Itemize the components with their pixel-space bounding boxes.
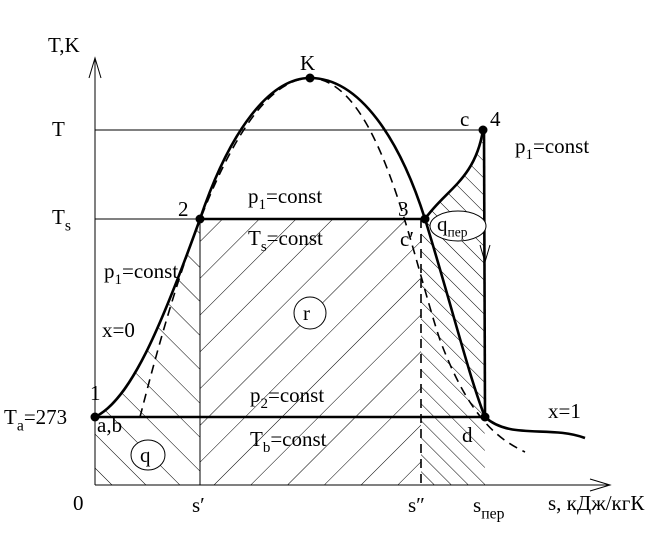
annotation-sub: b <box>263 440 271 456</box>
annotation-sub: s <box>261 239 267 255</box>
annotation-tail: =const <box>268 383 324 407</box>
annotation: p2=const <box>250 383 324 412</box>
annotation-sub: 1 <box>115 272 123 288</box>
point-label: 3 <box>398 197 409 221</box>
annotation-tail: =const <box>267 226 323 250</box>
annotation-tail: =const <box>266 184 322 208</box>
annotation-base: p <box>104 259 115 283</box>
annotation-base: p <box>515 134 526 158</box>
y-axis-label: T,K <box>48 33 80 57</box>
region-label-base: r <box>303 301 310 325</box>
y-tick-label: T <box>52 117 65 141</box>
y-tick-label-base: T <box>52 205 65 229</box>
annotation: Ts=const <box>248 226 323 255</box>
region-label-base: q <box>140 443 151 467</box>
origin-label: 0 <box>73 491 84 515</box>
y-tick-label-sub: a <box>17 417 24 434</box>
point-label: 4 <box>490 107 501 131</box>
point-label: K <box>300 51 315 75</box>
annotation: x=1 <box>548 399 581 423</box>
y-tick-label: Ta=273 <box>4 405 67 434</box>
annotation-base: p <box>250 383 261 407</box>
x-axis-label: s, кДж/кгК <box>548 491 645 515</box>
annotation: p1=const <box>515 134 589 163</box>
region-label-sub: пер <box>448 224 468 239</box>
annotation-tail: =const <box>270 427 326 451</box>
annotation: x=0 <box>102 318 135 342</box>
process-lines <box>94 76 586 453</box>
annotation-sub: 1 <box>259 197 267 213</box>
annotation-base: x=0 <box>102 318 135 342</box>
region-label: r <box>303 301 310 325</box>
point-label: c′ <box>400 227 414 251</box>
annotation-base: T <box>248 226 261 250</box>
point-label: c <box>460 107 469 131</box>
annotation: Tb=const <box>250 427 327 456</box>
y-tick-label-sub: s <box>65 217 71 234</box>
y-tick-label-tail: =273 <box>24 405 67 429</box>
y-tick-label-base: T <box>4 405 17 429</box>
x-tick-label-base: s′ <box>192 493 205 517</box>
y-tick-label-base: T <box>52 117 65 141</box>
annotation-base: T <box>250 427 263 451</box>
annotation-sub: 1 <box>526 147 534 163</box>
points <box>90 73 490 422</box>
x-tick-label: sпер <box>473 493 505 522</box>
region-label: qпер <box>437 212 468 239</box>
x-tick-label: s′ <box>192 493 205 517</box>
annotation-base: p <box>248 184 259 208</box>
point-label: 1 <box>90 381 101 405</box>
x-tick-label-base: s″ <box>408 493 425 517</box>
point-label: a,b <box>97 413 122 437</box>
annotation: p1=const <box>104 259 178 288</box>
annotation: p1=const <box>248 184 322 213</box>
region-label-base: q <box>437 212 448 236</box>
point-label: 2 <box>178 197 189 221</box>
region-marks <box>130 210 487 471</box>
x-tick-label: s″ <box>408 493 425 517</box>
guide-lines <box>95 129 483 485</box>
point-label: d <box>462 423 473 447</box>
x-tick-label-base: s <box>473 493 481 517</box>
annotation-tail: =const <box>533 134 589 158</box>
annotation-sub: 2 <box>261 396 269 412</box>
region-label: q <box>140 443 151 467</box>
annotation-tail: =const <box>122 259 178 283</box>
x-tick-label-sub: пер <box>481 505 504 522</box>
y-tick-label: Ts <box>52 205 71 234</box>
annotation-base: x=1 <box>548 399 581 423</box>
